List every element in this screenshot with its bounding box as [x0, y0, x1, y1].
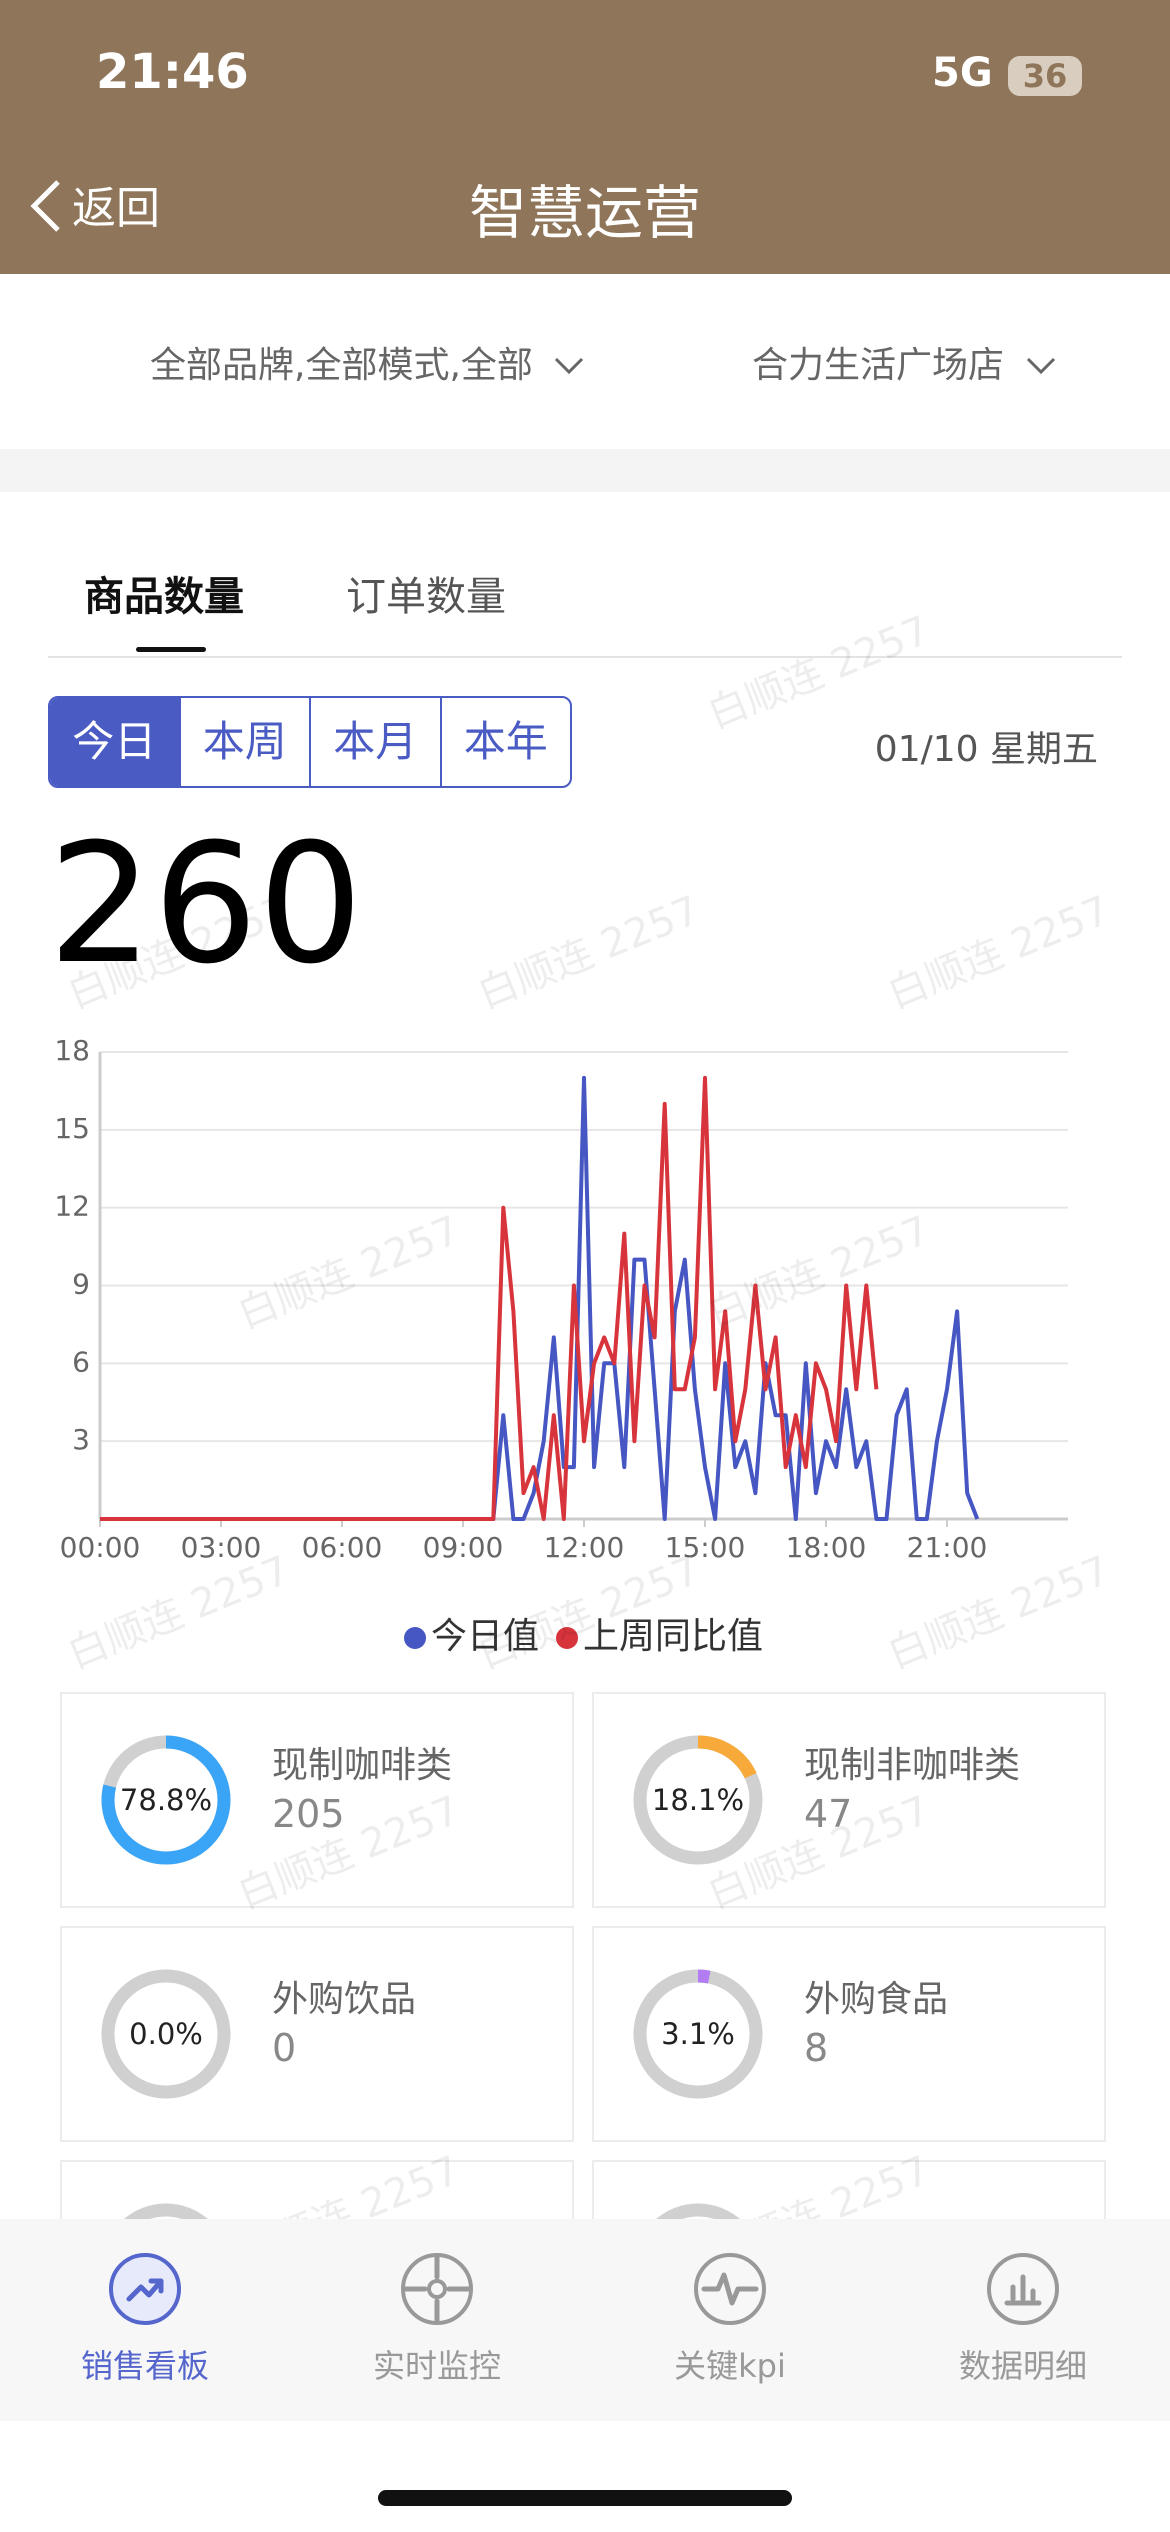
card[interactable]: [592, 1692, 1106, 1908]
icon-group: [694, 2253, 766, 2325]
card[interactable]: [60, 1926, 574, 2142]
period-button[interactable]: 本周: [178, 698, 310, 786]
icon-group: [987, 2253, 1059, 2325]
y-tick-label: 9: [72, 1268, 90, 1301]
donut: 18.1%: [633, 1735, 763, 1865]
card-name: 现制非咖啡类: [804, 1745, 1021, 1786]
card-name: 外购食品: [804, 1979, 949, 2020]
period-button[interactable]: 本年: [439, 698, 571, 786]
watermark: 白顺连 2257: [471, 887, 707, 1018]
card[interactable]: [592, 1926, 1106, 2142]
x-tick-label: 09:00: [423, 1531, 504, 1564]
donut-label: 3.1%: [661, 2017, 735, 2051]
donut-arc: [101, 1735, 231, 1865]
nav-icon[interactable]: [690, 2249, 770, 2329]
dropdown-icon: [1026, 357, 1056, 375]
donut-arc: [633, 1735, 763, 1865]
x-tick-label: 06:00: [302, 1531, 383, 1564]
y-tick-label: 3: [72, 1423, 90, 1456]
x-tick-label: 03:00: [181, 1531, 262, 1564]
card[interactable]: [60, 1692, 574, 1908]
donut: 0.0%: [101, 1969, 231, 2099]
tab-indicator: [136, 647, 206, 652]
nav-icon[interactable]: [397, 2249, 477, 2329]
nav-label[interactable]: 数据明细: [958, 2347, 1087, 2385]
top-bar: [0, 0, 1170, 274]
legend-marker: [556, 1627, 579, 1649]
card-count: 205: [272, 1792, 345, 1836]
donut-label: 0.0%: [129, 2017, 203, 2051]
period-selector: 今日 本周 本月 本年: [48, 696, 572, 788]
card-count: 8: [804, 2026, 829, 2070]
legend-label: 上周同比值: [583, 1616, 763, 1657]
icon-glyph: [701, 2272, 759, 2306]
nav-icon[interactable]: [983, 2249, 1063, 2329]
tab[interactable]: 商品数量: [84, 574, 244, 620]
nav-label[interactable]: 销售看板: [80, 2347, 209, 2385]
page-title: 智慧运营: [468, 179, 701, 247]
icon-group: [401, 2253, 473, 2325]
icon-glyph: [126, 2278, 164, 2302]
x-tick-label: 15:00: [665, 1531, 746, 1564]
y-tick-label: 6: [72, 1345, 90, 1378]
date-label: 01/10 星期五: [874, 729, 1098, 770]
y-tick-label: 18: [54, 1034, 90, 1067]
chart: 3 6 9 12 15 18 00:00 03:00 06:00 09:00 12:00 15:00 1…: [54, 1034, 1068, 1657]
tab[interactable]: 订单数量: [346, 574, 506, 620]
icon-glyph: [1004, 2274, 1042, 2306]
home-indicator: [378, 2490, 792, 2506]
x-tick-label: 18:00: [786, 1531, 867, 1564]
period-button[interactable]: 本月: [309, 698, 440, 786]
legend-marker: [404, 1627, 426, 1649]
icon-ring: [694, 2253, 766, 2325]
dropdown-icon: [554, 357, 584, 375]
donut: 3.1%: [633, 1969, 763, 2099]
icon-glyph: [402, 2254, 472, 2324]
watermark: 白顺连 2257: [701, 607, 937, 738]
donut-arc: [633, 1969, 763, 2099]
x-tick-label: 12:00: [544, 1531, 625, 1564]
donut-track: [101, 1969, 231, 2099]
card-count: 47: [804, 1792, 853, 1836]
icon-ring: [987, 2253, 1059, 2325]
nav-label[interactable]: 关键kpi: [674, 2347, 786, 2385]
divider: [48, 656, 1122, 658]
icon-group: [109, 2253, 181, 2325]
y-tick-label: 12: [54, 1190, 90, 1223]
status-battery: 36: [1008, 56, 1082, 96]
watermark: 白顺连 2257: [881, 887, 1117, 1018]
donut-label: 18.1%: [652, 1783, 744, 1817]
store-filter[interactable]: 合力生活广场店: [752, 345, 1005, 386]
status-time: 21:46: [96, 44, 249, 100]
icon-dot: [427, 2279, 447, 2299]
back-button[interactable]: 返回: [72, 183, 160, 234]
nav-icon[interactable]: [105, 2249, 185, 2329]
card-name: 现制咖啡类: [272, 1745, 453, 1786]
card-count: 0: [272, 2026, 297, 2070]
x-tick-label: 21:00: [907, 1531, 988, 1564]
period-button[interactable]: 今日: [50, 698, 179, 786]
x-tick-label: 00:00: [60, 1531, 141, 1564]
nav-label[interactable]: 实时监控: [372, 2347, 501, 2385]
card-name: 外购饮品: [272, 1979, 417, 2020]
donut-label: 78.8%: [120, 1783, 212, 1817]
tab-bar: 销售看板 实时监控 关键kpi 数据明细: [0, 2219, 1170, 2421]
status-network: 5G: [932, 50, 993, 96]
y-tick-label: 15: [54, 1112, 90, 1145]
brand-filter[interactable]: 全部品牌,全部模式,全部: [150, 345, 533, 386]
line-series: [100, 1075, 879, 1521]
section-gap: [0, 449, 1170, 492]
total-value: 260: [48, 808, 363, 1000]
back-icon[interactable]: [28, 178, 64, 234]
legend-label: 今日值: [431, 1616, 539, 1657]
donut: 78.8%: [101, 1735, 231, 1865]
